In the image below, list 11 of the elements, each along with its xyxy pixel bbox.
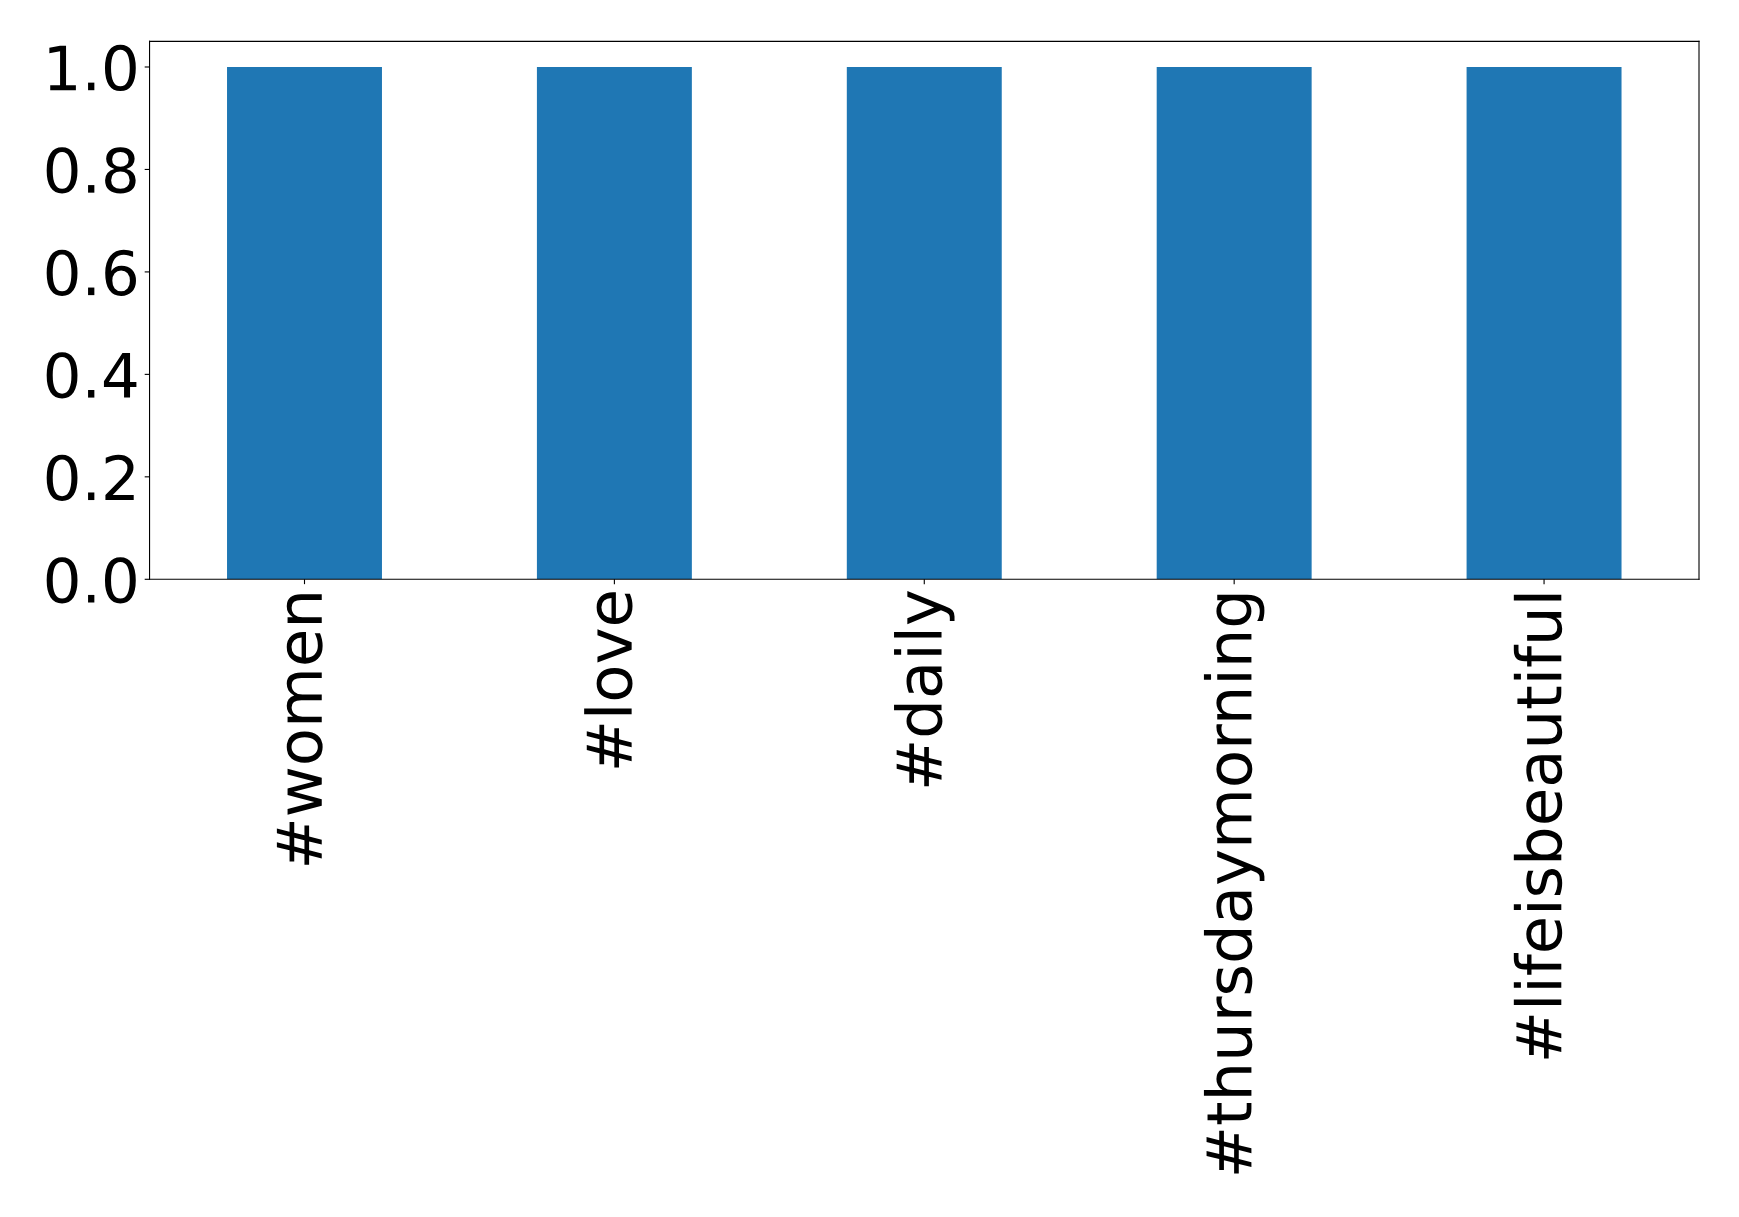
x-tick-label: #lifeisbeautiful <box>1513 594 1563 1059</box>
y-tick-label: 0.6 <box>46 249 136 296</box>
y-tick-label: 0.0 <box>46 557 136 604</box>
y-tick-label: 0.2 <box>46 454 134 501</box>
x-tick-label: #daily <box>894 590 955 787</box>
y-tick-label: 0.8 <box>46 147 136 194</box>
x-tick-label: #women <box>276 594 323 865</box>
y-tick-label: 1.0 <box>49 44 136 92</box>
x-tick-label: #love <box>584 592 633 768</box>
y-tick-label: 0.4 <box>46 352 137 399</box>
x-tick-label: #thursdaymorning <box>1203 594 1265 1174</box>
